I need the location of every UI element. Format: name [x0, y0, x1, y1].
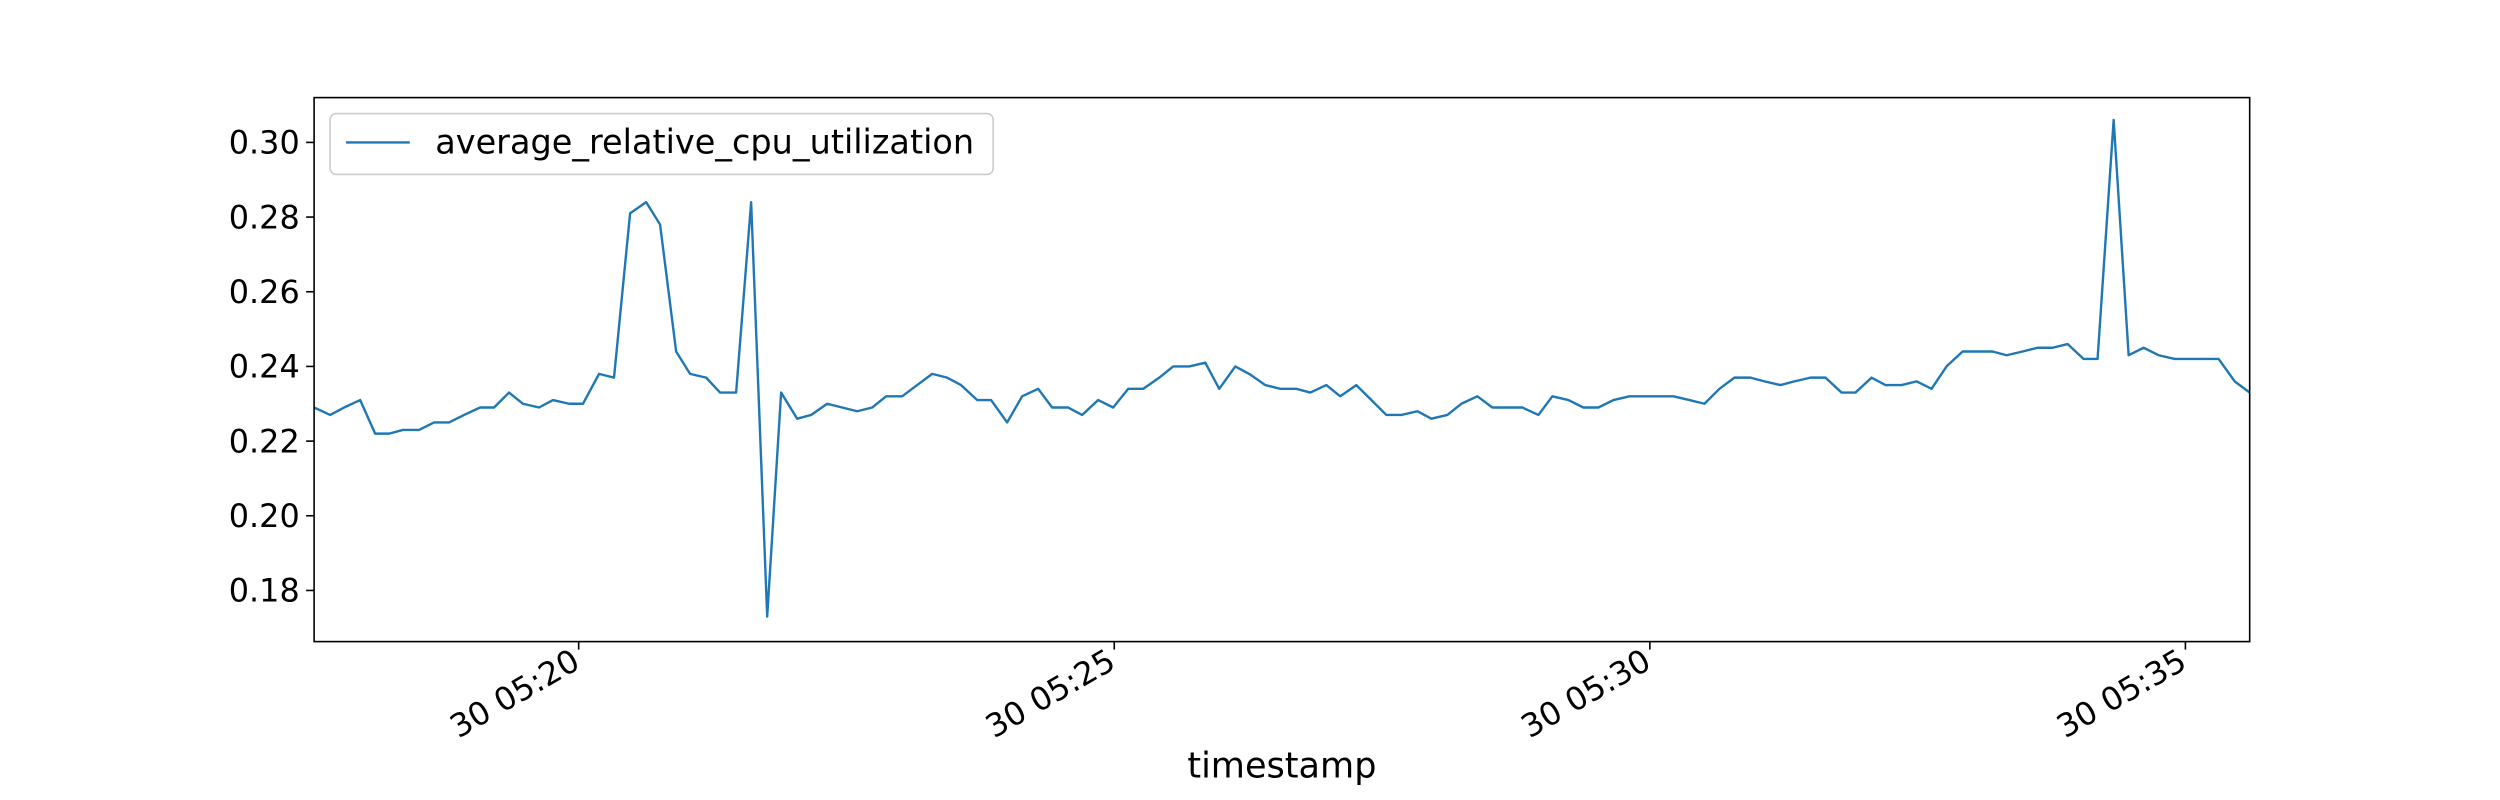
legend: average_relative_cpu_utilization: [329, 112, 994, 176]
y-tick-label: 0.28: [229, 198, 300, 236]
legend-box: [329, 112, 994, 176]
y-tick-label: 0.30: [229, 124, 300, 162]
plot-frame: [313, 96, 2251, 643]
x-tick-label: 30 05:35: [2050, 641, 2192, 746]
x-tick-label: 30 05:20: [443, 641, 585, 746]
y-tick-label: 0.24: [229, 348, 300, 386]
y-tick-label: 0.22: [229, 422, 300, 460]
x-axis-label: timestamp: [1187, 746, 1376, 787]
x-tick-label: 30 05:25: [979, 641, 1121, 746]
y-tick-label: 0.26: [229, 273, 300, 311]
legend-label: average_relative_cpu_utilization: [435, 123, 974, 162]
y-tick-label: 0.18: [229, 572, 300, 610]
data-line: [313, 118, 2251, 618]
x-tick-label: 30 05:30: [1515, 641, 1657, 746]
y-tick-label: 0.20: [229, 497, 300, 535]
